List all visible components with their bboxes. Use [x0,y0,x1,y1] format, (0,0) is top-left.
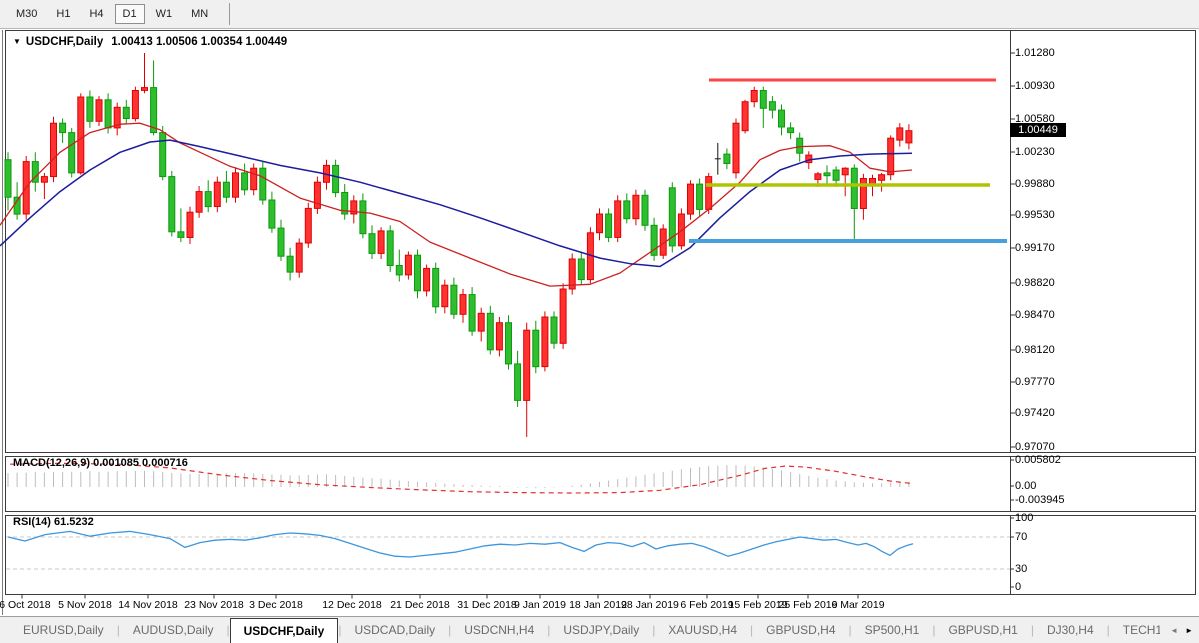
symbol-tab-USDCHF-Daily[interactable]: USDCHF,Daily [229,618,339,643]
symbol-tab-USDCNH-H4[interactable]: USDCNH,H4 [464,623,535,637]
date-axis-label: 9 Jan 2019 [514,599,566,611]
symbol-tab-GBPUSD-H1[interactable]: GBPUSD,H1 [948,623,1018,637]
date-axis-label: 21 Dec 2018 [390,599,450,611]
date-axis-label: 3 Dec 2018 [249,599,303,611]
date-axis-label: 26 Oct 2018 [0,599,51,611]
rsi-panel-frame [5,515,1196,595]
timeframe-button-H1[interactable]: H1 [56,8,71,20]
tab-separator: | [226,623,230,637]
rsi-axis-label: 100 [1015,512,1034,524]
macd-histogram [7,465,910,489]
timeframe-button-M30[interactable]: M30 [16,8,38,20]
tab-scroll-left-icon[interactable]: ◄ [1170,625,1179,635]
rsi-indicator-label: RSI(14) 61.5232 [13,516,94,528]
date-axis-label: 31 Dec 2018 [457,599,517,611]
symbol-tab-bar: EURUSD,Daily | AUDUSD,Daily | USDCHF,Daily | U… [0,616,1199,643]
tab-separator: | [1030,623,1034,637]
symbol-tab-USDCAD-Daily[interactable]: USDCAD,Daily [354,623,436,637]
date-axis-label: 18 Jan 2019 [569,599,627,611]
tab-scroll-right-icon[interactable]: ► [1185,625,1193,635]
price-axis-label: 0.99170 [1015,242,1055,254]
macd-axis-label: 0.00 [1015,480,1037,492]
price-axis-label: 0.98470 [1015,309,1055,321]
macd-signal-line [9,462,911,494]
price-axis-label: 0.99530 [1015,209,1055,221]
rsi-axis-label: 0 [1015,581,1022,593]
date-axis-label: 12 Dec 2018 [322,599,382,611]
tab-separator: | [652,623,656,637]
timeframe-button-MN[interactable]: MN [191,8,209,20]
date-axis-label: 25 Feb 2019 [778,599,838,611]
ma-fast-line [0,122,913,287]
date-axis-label: 23 Nov 2018 [184,599,244,611]
tab-separator: | [932,623,936,637]
tab-separator: | [448,623,452,637]
ma-slow-line [0,139,913,268]
symbol-tab-USDJPY-Daily[interactable]: USDJPY,Daily [563,623,640,637]
macd-indicator-label: MACD(12,26,9) 0.001085 0.000716 [13,457,188,469]
macd-panel-frame [5,456,1196,512]
price-axis-label: 1.00930 [1015,80,1055,92]
candlestick-series [4,53,913,437]
chart-ohlc-quotes: 1.00413 1.00506 1.00354 1.00449 [111,36,288,48]
tab-separator: | [116,623,120,637]
rsi-axis-label: 30 [1015,563,1028,575]
date-axis-label: 6 Feb 2019 [680,599,734,611]
tab-separator: | [547,623,551,637]
tab-scroll-arrows: ◄ ► [1160,617,1199,643]
symbol-tab-SP500-H1[interactable]: SP500,H1 [864,623,920,637]
date-axis-label: 5 Nov 2018 [58,599,112,611]
symbol-dropdown-icon[interactable]: ▼ [13,37,21,46]
symbol-tab-GBPUSD-H4[interactable]: GBPUSD,H4 [766,623,836,637]
macd-name: MACD(12,26,9) [13,457,91,469]
price-axis-label: 0.97070 [1015,441,1055,453]
price-axis-label: 0.98120 [1015,344,1055,356]
tab-separator: | [848,623,852,637]
symbol-tab-EURUSD-Daily[interactable]: EURUSD,Daily [23,623,104,637]
rsi-name: RSI(14) [13,516,51,528]
symbol-tab-XAUUSD-H4[interactable]: XAUUSD,H4 [668,623,738,637]
tab-separator: | [750,623,754,637]
date-axis-label: 6 Mar 2019 [831,599,885,611]
chart-symbol-label: USDCHF,Daily [25,36,104,48]
rsi-value: 61.5232 [53,516,94,528]
timeframe-toolbar: M30 H1 H4 D1 W1 MN [0,0,1199,29]
date-axis-label: 28 Jan 2019 [621,599,679,611]
macd-axis-label: -0.003945 [1015,494,1065,506]
date-axis-label: 15 Feb 2019 [728,599,788,611]
price-axis-label: 0.97420 [1015,407,1055,419]
price-axis-label: 0.99880 [1015,178,1055,190]
rsi-line [7,530,914,558]
price-axis-label: 1.00580 [1015,113,1055,125]
tab-separator: | [338,623,342,637]
timeframe-button-D1[interactable]: D1 [114,4,145,24]
symbol-tab-DJ30-H4[interactable]: DJ30,H4 [1046,623,1094,637]
macd-values: 0.001085 0.000716 [93,457,188,469]
chart-title: ▼ USDCHF,Daily 1.00413 1.00506 1.00354 1.0… [13,36,287,48]
date-axis-label: 14 Nov 2018 [118,599,178,611]
toolbar-separator [229,3,231,25]
price-axis-label: 0.98820 [1015,277,1055,289]
timeframe-button-H4[interactable]: H4 [89,8,104,20]
price-axis-label: 1.00230 [1015,146,1055,158]
timeframe-button-W1[interactable]: W1 [155,8,173,20]
macd-axis-label: 0.005802 [1015,454,1061,466]
price-axis-label: 1.01280 [1015,47,1055,59]
current-price-tag: 1.00449 [1010,123,1066,137]
tab-separator: | [1106,623,1110,637]
rsi-axis-label: 70 [1015,531,1028,543]
symbol-tab-AUDUSD-Daily[interactable]: AUDUSD,Daily [132,623,214,637]
price-axis-label: 0.97770 [1015,376,1055,388]
